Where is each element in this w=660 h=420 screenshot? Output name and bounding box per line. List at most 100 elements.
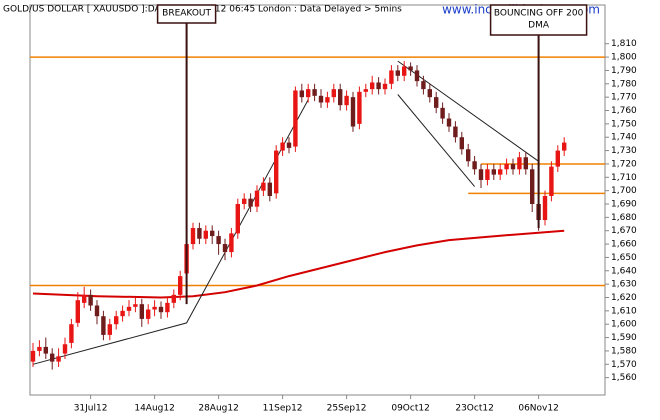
candle [267, 177, 272, 202]
candle [395, 65, 400, 82]
candle [357, 86, 362, 130]
candle-body [446, 118, 452, 127]
candle [178, 270, 183, 301]
y-tick-label: 1,650 [611, 253, 637, 263]
candle-body [325, 97, 330, 103]
candle [453, 121, 458, 143]
candle-body [453, 126, 458, 138]
candle-body [222, 244, 228, 253]
candle-body [408, 66, 413, 71]
candle-body [485, 169, 490, 180]
candle [427, 83, 432, 103]
candle [165, 297, 170, 318]
candle-body [312, 89, 317, 96]
candle-body [216, 236, 221, 245]
candle [318, 89, 324, 108]
annotation-box [156, 4, 217, 24]
candle [338, 83, 343, 111]
candle [248, 193, 253, 213]
candle-body [50, 353, 55, 362]
candle-body [75, 300, 80, 323]
x-tick-label: 25Sep12 [327, 404, 367, 414]
trendline [397, 94, 475, 187]
candle-body [69, 324, 74, 343]
candle [216, 230, 221, 255]
candle-body [210, 230, 215, 237]
candle [229, 228, 234, 258]
x-tick-label: 31Jul12 [74, 404, 108, 414]
y-tick-label: 1,580 [611, 346, 637, 356]
candle [440, 102, 445, 124]
candle-body [165, 302, 170, 313]
candle [542, 190, 548, 226]
candle [94, 300, 100, 325]
y-tick-label: 1,730 [611, 146, 637, 156]
candle-body [370, 82, 375, 90]
candle [210, 225, 215, 245]
candle-body [357, 91, 362, 124]
candle [325, 91, 330, 108]
annotation-text: BREAKOUT [162, 9, 211, 19]
candle-body [62, 344, 68, 354]
candle [306, 83, 311, 103]
candle-body [427, 89, 432, 98]
candle-body [248, 198, 253, 207]
candle [530, 163, 535, 213]
candle-body [229, 233, 234, 253]
candle [363, 83, 368, 98]
candle-body [504, 163, 509, 170]
y-tick-label: 1,800 [611, 53, 637, 63]
candle [261, 177, 266, 196]
candle-body [94, 305, 100, 317]
candle-body [331, 89, 336, 98]
candle [158, 301, 164, 319]
candle-body [478, 169, 484, 180]
candle [152, 300, 157, 317]
candle [30, 342, 36, 367]
candle [50, 348, 55, 370]
candle-body [363, 89, 368, 92]
y-tick-label: 1,740 [611, 133, 637, 143]
candle-body [242, 198, 247, 205]
candle-body [152, 306, 157, 310]
annotation-box [489, 4, 588, 36]
candle-body [107, 324, 112, 335]
candle [222, 238, 228, 261]
annotation-text: BOUNCING OFF 200 [494, 9, 584, 19]
candle [485, 163, 490, 186]
candle [523, 151, 528, 175]
candle [382, 78, 388, 95]
candle-body [126, 306, 132, 311]
candle [414, 65, 420, 87]
candle-body [299, 90, 304, 98]
candle [517, 151, 522, 175]
candle-body [472, 161, 477, 170]
candle [82, 286, 87, 309]
candle-body [402, 66, 407, 76]
candle [88, 289, 93, 311]
candle-body [190, 228, 196, 245]
candle-body [338, 89, 343, 106]
candle-body [382, 83, 388, 90]
candle-body [350, 97, 356, 127]
x-tick-label: 23Oct12 [455, 404, 493, 414]
x-tick-label: 06Nov12 [518, 404, 558, 414]
y-tick-label: 1,660 [611, 240, 637, 250]
candle-body [434, 97, 439, 108]
candle-body [178, 276, 183, 295]
y-tick-label: 1,640 [611, 266, 637, 276]
x-tick-label: 14Aug12 [134, 404, 174, 414]
candle-body [56, 356, 61, 362]
candle-body [389, 70, 394, 84]
candle [466, 143, 471, 167]
candle-body [562, 142, 567, 151]
candle [370, 75, 375, 95]
candle [242, 193, 247, 210]
y-tick-label: 1,570 [611, 360, 637, 370]
y-tick-label: 1,610 [611, 306, 637, 316]
y-tick-label: 1,760 [611, 106, 637, 116]
candle-body [197, 228, 202, 239]
y-tick-label: 1,810 [611, 39, 637, 49]
